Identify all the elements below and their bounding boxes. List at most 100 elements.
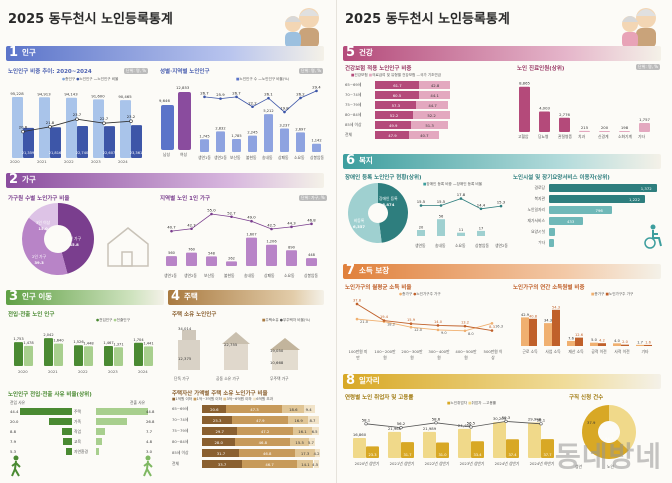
asset-value-3-2: 15.5	[295, 440, 304, 445]
house-value-2: 12,375	[178, 356, 192, 361]
in-bar-3	[104, 345, 113, 366]
s7-source-chart: 42.9 40.8 34.3 54.3 7.612.6 5.0 4.2 4.0 2.0 1.7 1.…	[521, 305, 652, 346]
s8-donut-label-b: 노인	[607, 464, 614, 469]
section-5-header: 5 건강	[343, 45, 661, 61]
disease-label-2: 관절병증	[558, 134, 572, 139]
s1-subtitle-a: 노인인구 비중 추이: 2020~2024	[8, 69, 92, 75]
service-label-1: 복지관	[534, 196, 545, 201]
asset-seg-1-3	[308, 416, 319, 424]
disease-value-4: 200	[601, 125, 609, 130]
income-elder-line	[356, 303, 493, 331]
emp-rate-point-3	[469, 425, 473, 429]
service-label-0: 경로당	[534, 185, 545, 190]
ins-bar-a-3	[375, 111, 413, 119]
emp-a-bar-0	[366, 446, 379, 458]
s1-unit-tag: 단위: 명, %	[124, 68, 149, 74]
reason-out-bar-2	[96, 428, 105, 435]
s6-donut-a: 장애인 등록 5,874	[379, 196, 398, 207]
asset-value-4-3: 4.2	[313, 451, 320, 456]
reason-in-bar-2	[61, 428, 72, 435]
s6-ratio-label-0: 15.5	[417, 199, 426, 204]
disease-value-5: 198	[621, 125, 629, 130]
income-total-point-0	[355, 317, 359, 321]
income-elder-value-3: 14.0	[434, 320, 443, 324]
s2-bar-0	[166, 256, 177, 266]
asset-seg-3-2	[290, 438, 309, 446]
s6-bar-value-1: 56	[439, 215, 444, 219]
region-ratio-label-2: 26.7	[232, 90, 241, 95]
page-title-right: 2025 동두천시 노인등록통계	[345, 12, 510, 27]
s1-population-chart: 95,228 21,359 94,913 21,816 94,143 22,740 91,6…	[10, 91, 142, 158]
region-bar-4	[264, 114, 273, 152]
ins-bar-b-5	[409, 131, 439, 139]
disease-bar-0	[519, 86, 530, 132]
ins-b-value-3: 52.2	[427, 113, 436, 118]
s8-employment-chart: 16,860 23.3 21,966 31.7 21,989 31.0 24,498 33.4…	[353, 415, 554, 458]
total-label-1: 94,913	[37, 91, 51, 96]
s3-year-3: 2023	[108, 369, 118, 374]
ins-bar-b-3	[412, 111, 451, 119]
s2-ratio-point-6	[290, 225, 293, 229]
disease-label-5: 소화기계	[618, 134, 632, 139]
out-bar-2	[84, 346, 93, 366]
reason-out-bar-3	[96, 438, 102, 445]
ins-a-value-3: 52.2	[389, 113, 399, 118]
ins-a-value-1: 60.5	[392, 93, 402, 98]
ins-a-value-5: 47.9	[388, 133, 397, 138]
emp-a-value-0: 23.3	[368, 453, 376, 457]
s7-subtitle-b: 노인가구의 연간 소득원별 비중	[513, 285, 585, 291]
income-label-2: 200~300만원	[401, 349, 423, 360]
service-bar-5	[549, 239, 555, 247]
source-total-value-4: 4.0	[614, 339, 620, 343]
s6-ratio-line	[421, 198, 502, 210]
asset-row-label-3: 80~84세	[172, 439, 189, 444]
asset-seg-2-0	[202, 427, 238, 435]
service-value-2: 796	[595, 208, 603, 213]
income-total-point-5	[490, 322, 494, 325]
emp-rate-point-1	[399, 426, 403, 430]
source-elder-value-1: 54.3	[552, 305, 560, 309]
s6-bar-0	[417, 230, 425, 236]
asset-seg-3-1	[235, 438, 291, 446]
reason-label-2: 직업	[74, 429, 81, 434]
emp-a-bar-5	[541, 439, 554, 458]
out-value-1: 1,640	[53, 339, 64, 343]
source-elder-value-4: 2.0	[622, 340, 628, 344]
emp-value-0: 16,860	[353, 432, 367, 437]
emp-a-bar-3	[471, 441, 484, 458]
reason-label-3: 교육	[74, 439, 81, 444]
asset-value-1-3: 8.7	[309, 418, 316, 423]
ratio-point-0	[21, 129, 25, 134]
s6-label-2: 소요동	[455, 243, 466, 248]
region-label-3: 불현동	[246, 155, 257, 160]
in-value-4: 1,704	[133, 338, 144, 342]
emp-year-0: 2020년 상반기	[354, 461, 380, 466]
s6-ratio-label-3: 14.4	[477, 202, 486, 207]
s4-housing-illustration	[178, 330, 300, 370]
elderly-couple-illustration	[285, 8, 319, 48]
s2-unit-tag: 단위: 가구, %	[299, 195, 327, 201]
income-total-point-2	[409, 325, 413, 329]
region-label-1: 생연2동	[214, 155, 227, 160]
asset-seg-0-0	[202, 405, 227, 413]
s4-subtitle-b: 주택자산 가액별 주택 소유 노인가구 비율	[172, 391, 268, 397]
source-total-bar-2	[567, 340, 575, 346]
disease-bar-5	[619, 130, 630, 132]
s2-ratio-point-0	[170, 229, 173, 233]
s2-bar-3	[226, 261, 237, 266]
emp-year-2: 2022년 상반기	[424, 461, 450, 466]
disease-value-0: 8,865	[519, 81, 530, 86]
s6-bar-value-3: 17	[479, 226, 484, 230]
ratio-label-2: 23.7	[73, 112, 82, 117]
income-label-5: 500만원 이상	[483, 349, 503, 360]
s6-subtitle-a: 장애인 등록 노인인구 현황(상위)	[345, 175, 422, 181]
watermark: 동네방네	[554, 440, 662, 473]
emp-a-bar-4	[506, 439, 519, 458]
asset-value-0-1: 47.3	[250, 407, 259, 412]
asset-value-1-2: 16.9	[294, 418, 303, 423]
region-ratio-label-7: 29.4	[312, 84, 321, 89]
s6-ratio-label-1: 15.5	[437, 199, 446, 204]
emp-value-1: 21,966	[388, 426, 402, 431]
asset-value-5-1: 46.7	[265, 462, 274, 467]
s6-ratio-label-2: 17.8	[457, 192, 466, 197]
